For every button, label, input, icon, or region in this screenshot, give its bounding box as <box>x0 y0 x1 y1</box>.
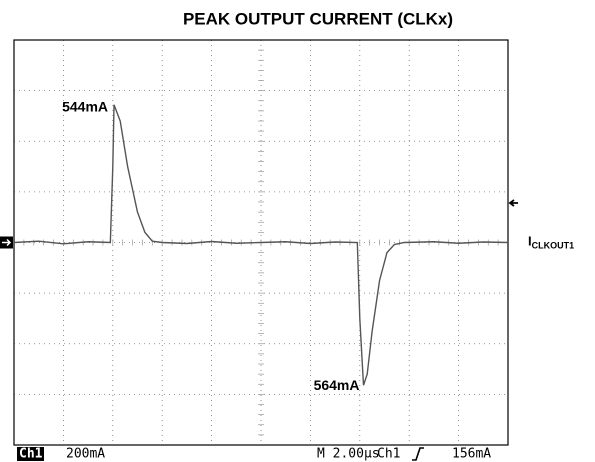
status-text: Ch1 <box>19 447 43 462</box>
chart-title: PEAK OUTPUT CURRENT (CLKx) <box>183 9 453 28</box>
trigger-slope-icon <box>412 447 424 461</box>
trace-label-sub: CLKOUT1 <box>532 241 575 251</box>
annotation: 564mA <box>314 377 360 393</box>
status-text: Ch1 <box>377 447 400 462</box>
trace <box>13 104 509 386</box>
status-text: 200mA <box>66 447 105 462</box>
channel-badge <box>17 447 44 461</box>
trace-label: ICLKOUT1 <box>528 234 574 251</box>
trigger-marker <box>508 199 518 207</box>
trace-label-main: I <box>528 234 532 249</box>
annotation: 544mA <box>62 99 108 115</box>
status-text: 156mA <box>452 447 491 462</box>
ground-arrow <box>2 238 12 247</box>
status-text: M 2.00µs <box>317 447 380 462</box>
